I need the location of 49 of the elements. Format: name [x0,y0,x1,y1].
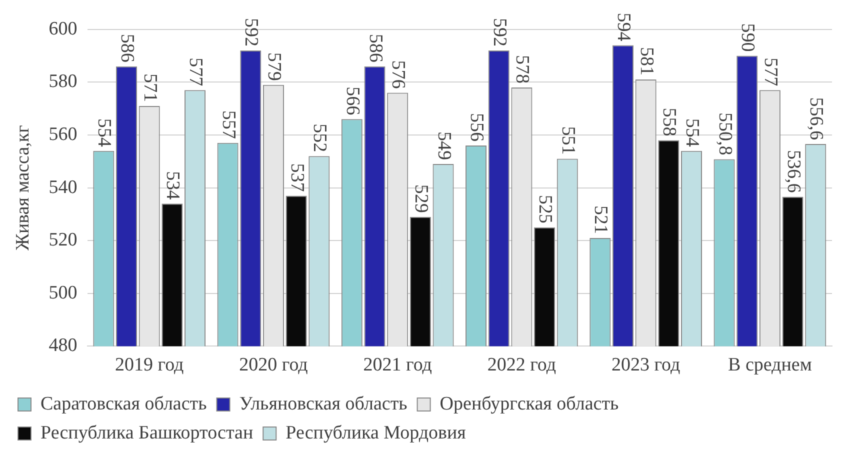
legend-label: Республика Мордовия [286,422,466,444]
data-label: 552 [309,124,330,152]
data-label: 566 [342,86,363,116]
x-tick-label: 2022 год [487,354,556,376]
x-tick-label: 2021 год [363,354,432,376]
data-label: 556,6 [806,97,827,140]
data-label: 558 [658,108,680,136]
data-label: 521 [590,205,612,234]
legend-label: Саратовская область [40,393,208,414]
data-label: 578 [512,54,533,84]
data-label: 554 [682,118,703,148]
legend-label: Оренбургская область [440,393,619,414]
data-label: 592 [240,18,262,47]
x-tick-label: В среднем [728,354,812,376]
data-label: 554 [94,118,115,148]
x-tick-label: 2023 год [611,354,680,376]
y-tick-label: 520 [48,230,78,251]
data-label: 557 [218,110,239,139]
legend-label: Ульяновская область [239,393,408,414]
y-tick-label: 540 [48,176,78,198]
y-tick-label: 600 [48,18,78,40]
data-label: 576 [388,60,409,89]
legend-label: Республика Башкортостан [40,422,254,444]
data-label: 537 [286,163,308,192]
y-tick-label: 580 [48,71,78,92]
data-label: 577 [760,58,781,86]
data-label: 556 [466,113,488,142]
y-tick-label: 500 [48,282,78,304]
data-label: 550,8 [714,112,736,156]
y-axis-title: Живая масса,кг [12,124,34,251]
data-label: 577 [185,58,206,86]
data-label: 525 [534,194,556,224]
data-label: 549 [433,132,454,160]
data-label: 534 [162,171,184,200]
data-label: 581 [636,47,657,76]
data-label: 586 [116,34,138,62]
y-tick-label: 480 [48,335,78,356]
data-label: 594 [613,12,634,42]
y-tick-label: 560 [48,124,78,145]
x-tick-label: 2020 год [239,354,308,376]
data-label: 579 [263,52,284,81]
data-label: 551 [557,126,578,155]
data-label: 592 [488,18,510,47]
data-label: 529 [410,184,432,213]
data-label: 586 [364,34,386,62]
data-label: 590 [737,23,758,52]
data-label: 571 [139,73,160,102]
data-label: 536,6 [782,150,804,193]
x-tick-label: 2019 год [115,354,184,376]
